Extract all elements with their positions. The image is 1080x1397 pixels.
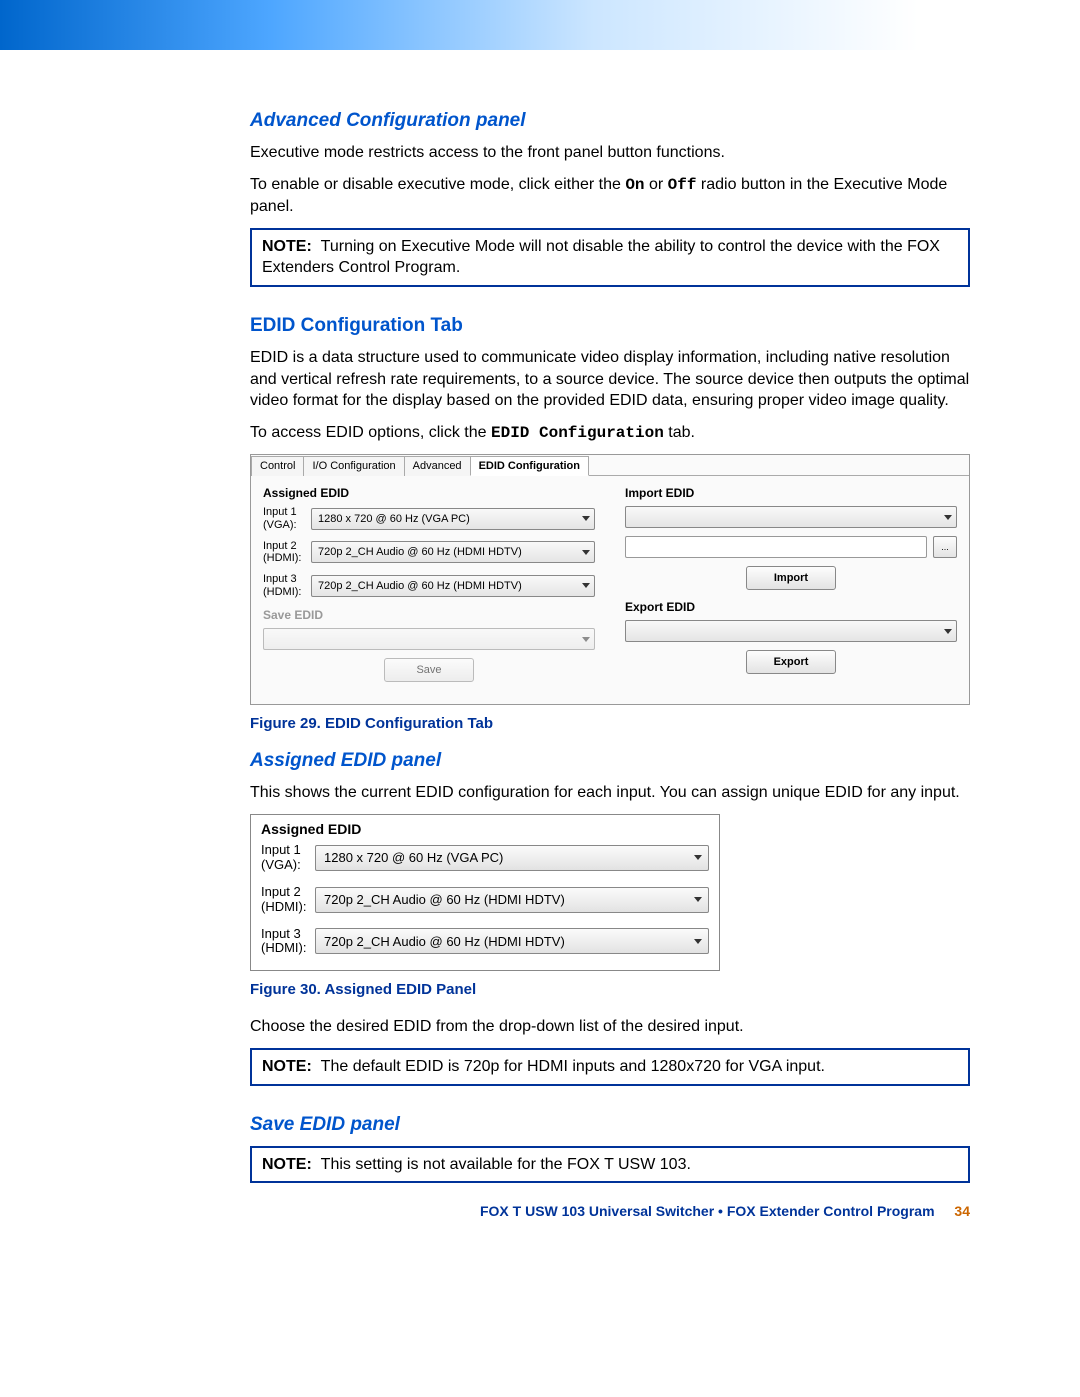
figure-29-edid-tab: Control I/O Configuration Advanced EDID … (250, 454, 970, 705)
small-input1-label: Input 1(VGA): (261, 843, 315, 873)
adv-para-1: Executive mode restricts access to the f… (250, 142, 970, 164)
note1-label: NOTE: (262, 238, 312, 255)
browse-button[interactable]: ... (933, 536, 957, 558)
left-column: Assigned EDID Input 1(VGA): 1280 x 720 @… (263, 486, 595, 686)
note2-text: The default EDID is 720p for HDMI inputs… (321, 1058, 825, 1075)
chevron-down-icon (582, 516, 590, 521)
edid-para-2: To access EDID options, click the EDID C… (250, 422, 970, 445)
chevron-down-icon (582, 550, 590, 555)
adv-p2-off: Off (668, 176, 697, 194)
tab-control[interactable]: Control (251, 456, 304, 476)
figure-30-caption: Figure 30. Assigned EDID Panel (250, 981, 970, 998)
input1-label: Input 1(VGA): (263, 506, 311, 531)
tab-edid-config[interactable]: EDID Configuration (470, 456, 589, 476)
small-input2-label: Input 2(HDMI): (261, 885, 315, 915)
input2-label: Input 2(HDMI): (263, 540, 311, 565)
chevron-down-icon (694, 939, 702, 944)
edid-para-1: EDID is a data structure used to communi… (250, 347, 970, 412)
footer-text: FOX T USW 103 Universal Switcher • FOX E… (480, 1203, 935, 1219)
header-gradient (0, 0, 1080, 50)
adv-p2-a: To enable or disable executive mode, cli… (250, 176, 625, 193)
save-edid-dropdown (263, 628, 595, 650)
edid-p2-mono: EDID Configuration (491, 424, 664, 442)
note-box-2: NOTE: The default EDID is 720p for HDMI … (250, 1048, 970, 1086)
heading-edid-config: EDID Configuration Tab (250, 315, 970, 337)
chevron-down-icon (582, 637, 590, 642)
tab-advanced[interactable]: Advanced (404, 456, 471, 476)
small-input2-dropdown[interactable]: 720p 2_CH Audio @ 60 Hz (HDMI HDTV) (315, 887, 709, 913)
export-button[interactable]: Export (746, 650, 836, 674)
import-edid-title: Import EDID (625, 486, 957, 500)
assigned-edid-title: Assigned EDID (263, 486, 595, 500)
import-path-input[interactable] (625, 536, 927, 558)
tab-io-config[interactable]: I/O Configuration (303, 456, 404, 476)
heading-assigned-edid: Assigned EDID panel (250, 750, 970, 772)
save-button: Save (384, 658, 474, 682)
chevron-down-icon (944, 629, 952, 634)
input1-dropdown[interactable]: 1280 x 720 @ 60 Hz (VGA PC) (311, 508, 595, 530)
small-input3-label: Input 3(HDMI): (261, 927, 315, 957)
heading-advanced-config: Advanced Configuration panel (250, 110, 970, 132)
adv-p2-b: or (645, 176, 668, 193)
figure-29-caption: Figure 29. EDID Configuration Tab (250, 715, 970, 732)
figure-30-assigned-panel: Assigned EDID Input 1(VGA): 1280 x 720 @… (250, 814, 720, 972)
note1-text: Turning on Executive Mode will not disab… (262, 238, 940, 277)
heading-save-edid: Save EDID panel (250, 1114, 970, 1136)
chevron-down-icon (694, 897, 702, 902)
small-input1-dropdown[interactable]: 1280 x 720 @ 60 Hz (VGA PC) (315, 845, 709, 871)
right-column: Import EDID ... Import Export EDID Expor… (625, 486, 957, 686)
chevron-down-icon (582, 583, 590, 588)
import-button[interactable]: Import (746, 566, 836, 590)
note-box-1: NOTE: Turning on Executive Mode will not… (250, 228, 970, 287)
assigned-para-1: This shows the current EDID configuratio… (250, 782, 970, 804)
input3-label: Input 3(HDMI): (263, 573, 311, 598)
page-content: Advanced Configuration panel Executive m… (0, 50, 1080, 1249)
chevron-down-icon (944, 515, 952, 520)
small-input3-dropdown[interactable]: 720p 2_CH Audio @ 60 Hz (HDMI HDTV) (315, 928, 709, 954)
page-footer: FOX T USW 103 Universal Switcher • FOX E… (250, 1203, 970, 1219)
tab-bar: Control I/O Configuration Advanced EDID … (251, 455, 969, 476)
save-edid-title: Save EDID (263, 608, 595, 622)
assigned-para-2: Choose the desired EDID from the drop-do… (250, 1016, 970, 1038)
page-number: 34 (954, 1203, 970, 1219)
adv-para-2: To enable or disable executive mode, cli… (250, 174, 970, 218)
note3-text: This setting is not available for the FO… (321, 1156, 691, 1173)
input2-dropdown[interactable]: 720p 2_CH Audio @ 60 Hz (HDMI HDTV) (311, 541, 595, 563)
note2-label: NOTE: (262, 1058, 312, 1075)
edid-p2-b: tab. (664, 424, 695, 441)
export-edid-title: Export EDID (625, 600, 957, 614)
adv-p2-on: On (625, 176, 644, 194)
assigned-edid-title-small: Assigned EDID (261, 821, 709, 837)
input3-dropdown[interactable]: 720p 2_CH Audio @ 60 Hz (HDMI HDTV) (311, 575, 595, 597)
edid-p2-a: To access EDID options, click the (250, 424, 491, 441)
note3-label: NOTE: (262, 1156, 312, 1173)
import-dropdown[interactable] (625, 506, 957, 528)
note-box-3: NOTE: This setting is not available for … (250, 1146, 970, 1184)
export-dropdown[interactable] (625, 620, 957, 642)
chevron-down-icon (694, 855, 702, 860)
